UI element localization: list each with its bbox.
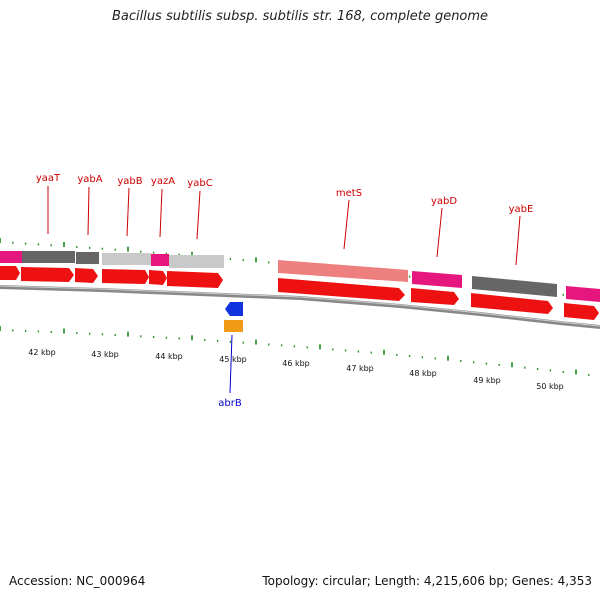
- cds-arrow: [0, 266, 20, 280]
- gene-block-dark: [472, 276, 557, 297]
- gene-block-row: [0, 251, 600, 302]
- gene-block-pink: [566, 286, 600, 302]
- genome-summary-text: Topology: circular; Length: 4,215,606 bp…: [262, 574, 592, 588]
- cds-arrow: [149, 270, 167, 285]
- gene-label: yabB: [117, 176, 142, 187]
- cds-arrow: [471, 293, 553, 314]
- kbp-label: 44 kbp: [155, 352, 183, 361]
- gene-block-orange: [224, 320, 243, 332]
- label-leader: [436, 207, 443, 258]
- gene-block-light: [102, 253, 151, 265]
- cds-arrow: [102, 269, 149, 284]
- kbp-label: 49 kbp: [473, 376, 501, 385]
- kbp-label: 45 kbp: [219, 355, 247, 364]
- map-title: Bacillus subtilis subsp. subtilis str. 1…: [111, 9, 489, 24]
- forward-cds-row: [0, 266, 599, 320]
- scale-labels: 42 kbp 43 kbp 44 kbp 45 kbp 46 kbp 47 kb…: [28, 348, 564, 391]
- gene-label: metS: [336, 188, 362, 199]
- gene-label: yabE: [509, 204, 534, 215]
- gene-block-light: [169, 255, 224, 268]
- reverse-cds-row: [224, 302, 243, 332]
- label-leader: [159, 188, 163, 238]
- gene-label: abrB: [218, 398, 242, 409]
- kbp-label: 50 kbp: [536, 382, 564, 391]
- gene-block-pink: [151, 254, 169, 266]
- gene-block-salmon: [278, 260, 408, 282]
- gene-block-dark: [76, 252, 99, 264]
- gene-label: yazA: [151, 176, 175, 187]
- kbp-label: 46 kbp: [282, 359, 310, 368]
- kbp-label: 48 kbp: [409, 369, 437, 378]
- cds-arrow: [564, 303, 599, 320]
- cds-arrow: [278, 278, 405, 301]
- cds-arrow-reverse: [225, 302, 243, 316]
- genome-backbone-highlight: [0, 285, 600, 327]
- kbp-label: 42 kbp: [28, 348, 56, 357]
- cds-arrow: [167, 271, 223, 288]
- gene-label: yabA: [77, 174, 102, 185]
- kbp-label: 47 kbp: [346, 364, 374, 373]
- label-leader: [126, 187, 130, 237]
- label-leader: [229, 334, 233, 394]
- gene-block-dark: [22, 251, 75, 263]
- label-leader: [196, 190, 201, 240]
- gene-label: yabC: [187, 178, 212, 189]
- cds-arrow: [75, 268, 98, 283]
- inner-tick-row: [0, 326, 590, 376]
- reverse-gene-labels: abrB: [218, 334, 242, 409]
- gene-block-pink: [0, 251, 22, 263]
- kbp-label: 43 kbp: [91, 350, 119, 359]
- cds-arrow: [21, 267, 74, 282]
- genome-backbone: [0, 285, 600, 329]
- label-leader: [343, 199, 350, 250]
- label-leader: [87, 186, 90, 236]
- gene-label: yabD: [431, 196, 457, 207]
- gene-block-pink: [412, 271, 462, 288]
- label-leader: [515, 215, 521, 266]
- accession-text: Accession: NC_000964: [9, 574, 146, 588]
- cds-arrow: [411, 288, 459, 305]
- gene-label: yaaT: [36, 173, 61, 184]
- forward-gene-labels: yaaT yabA yabB yazA yabC metS yabD yabE: [36, 173, 534, 266]
